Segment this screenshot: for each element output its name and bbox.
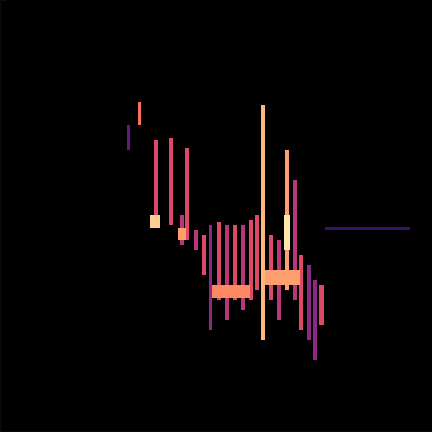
y-axis xyxy=(1,1,7,432)
cell xyxy=(154,140,158,228)
cell xyxy=(255,215,259,290)
cell xyxy=(285,150,289,290)
cell xyxy=(299,255,303,330)
cell xyxy=(212,285,250,298)
cell xyxy=(202,235,206,275)
cell xyxy=(185,148,189,240)
cell xyxy=(178,228,186,240)
cell xyxy=(261,105,265,340)
background xyxy=(0,0,432,432)
cell xyxy=(169,138,173,225)
cell xyxy=(284,215,290,250)
cell xyxy=(194,230,198,250)
axis-line xyxy=(1,1,7,432)
cell xyxy=(265,270,300,285)
cell xyxy=(313,280,317,360)
cell xyxy=(325,227,410,230)
cell xyxy=(127,125,130,150)
cell xyxy=(269,235,273,300)
cells xyxy=(127,102,410,360)
cell xyxy=(307,265,311,340)
cell xyxy=(138,102,141,125)
chart xyxy=(0,0,432,432)
cell xyxy=(319,285,324,325)
cell xyxy=(209,225,212,330)
cell xyxy=(150,215,160,228)
cell xyxy=(225,225,229,320)
